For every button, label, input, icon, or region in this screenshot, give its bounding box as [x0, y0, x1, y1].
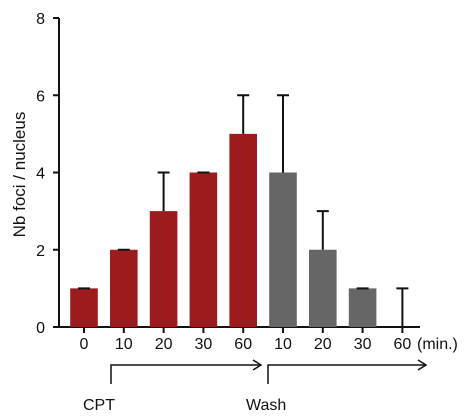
x-tick-label: 10	[274, 336, 292, 353]
cpt-phase-label: CPT	[83, 397, 115, 414]
y-tick-label: 0	[36, 320, 45, 337]
x-tick-label: 30	[354, 336, 372, 353]
x-tick-label: 0	[80, 336, 89, 353]
wash-phase-label: Wash	[246, 397, 286, 414]
x-tick-label: 20	[155, 336, 173, 353]
y-tick-label: 2	[36, 243, 45, 260]
wash-phase-arrowhead	[417, 359, 428, 371]
x-tick-label: 20	[314, 336, 332, 353]
y-tick-label: 4	[36, 166, 45, 183]
y-tick-label: 6	[36, 88, 45, 105]
wash-phase-arrow	[267, 364, 426, 384]
bar	[348, 288, 377, 327]
x-unit-label: (min.)	[417, 336, 458, 353]
bar	[149, 211, 178, 327]
y-tick-label: 8	[36, 11, 45, 28]
bar	[110, 249, 138, 327]
x-tick-label: 60	[394, 336, 412, 353]
bar	[229, 133, 257, 327]
cpt-phase-arrow	[110, 364, 261, 384]
bar	[269, 172, 297, 327]
y-axis-title: Nb foci / nucleus	[10, 112, 29, 238]
bar	[70, 288, 98, 327]
x-tick-label: 10	[115, 336, 133, 353]
x-tick-label: 30	[195, 336, 213, 353]
bar	[309, 249, 337, 327]
x-tick-label: 60	[234, 336, 252, 353]
bar	[189, 172, 218, 327]
cpt-phase-arrowhead	[252, 359, 263, 371]
